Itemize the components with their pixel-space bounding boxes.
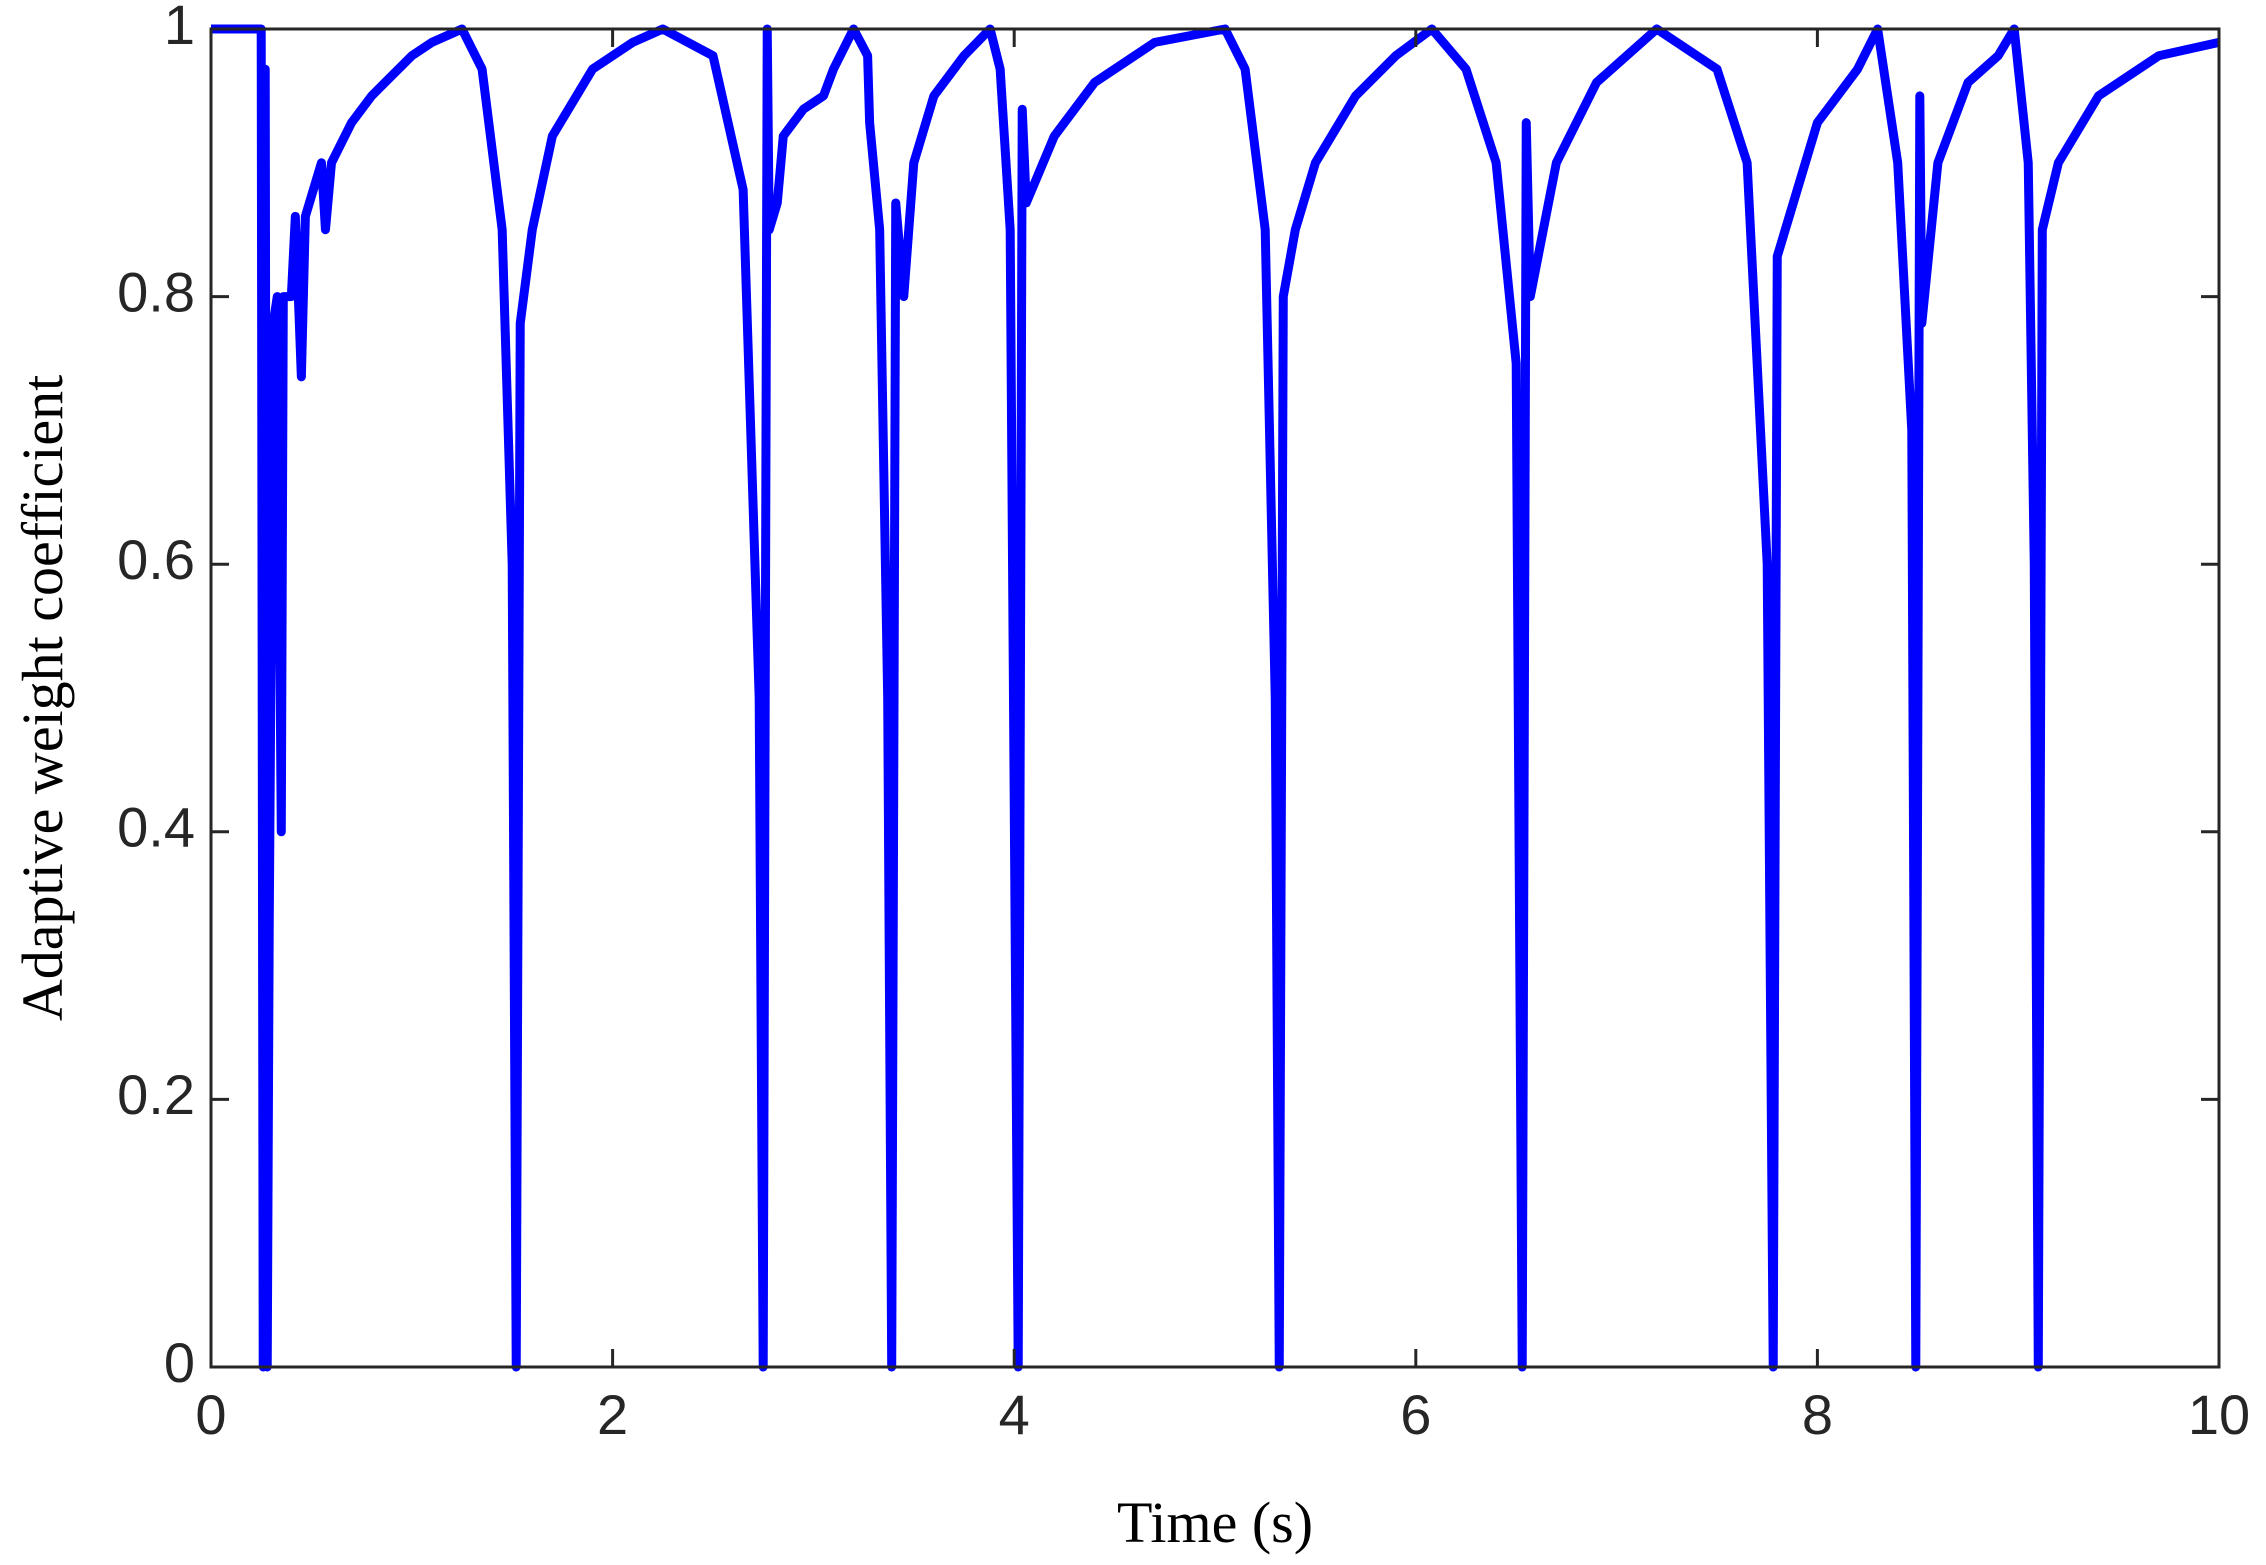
plot-frame (209, 27, 2221, 1369)
y-tick-label: 0.6 (117, 528, 195, 591)
x-tick-label: 6 (1400, 1383, 1431, 1446)
y-tick-label: 0.2 (117, 1063, 195, 1126)
y-tick-label: 0.4 (117, 796, 195, 859)
x-axis-label: Time (s) (1117, 1490, 1313, 1555)
x-tick-label: 10 (2188, 1383, 2250, 1446)
y-tick-label: 0 (164, 1331, 195, 1394)
x-tick-label: 4 (999, 1383, 1030, 1446)
y-axis-label: Adaptive weight coefficient (10, 375, 75, 1021)
x-tick-label: 0 (195, 1383, 226, 1446)
x-tick-label: 2 (597, 1383, 628, 1446)
y-tick-label: 1 (164, 0, 195, 56)
y-tick-label: 0.8 (117, 260, 195, 323)
x-tick-label: 8 (1802, 1383, 1833, 1446)
